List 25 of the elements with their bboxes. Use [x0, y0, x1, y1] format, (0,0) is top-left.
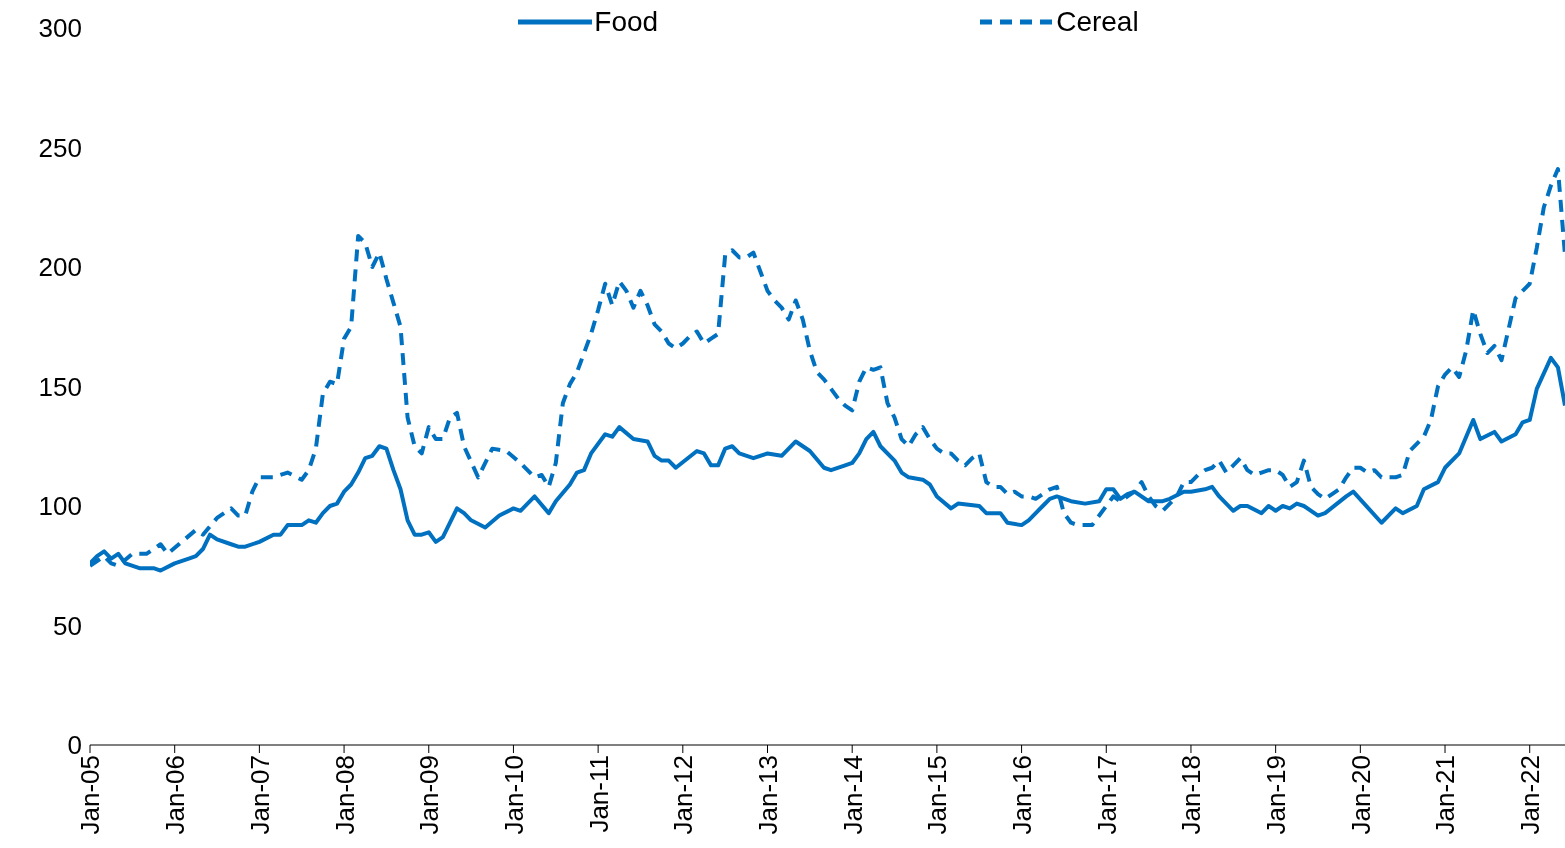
y-tick-label: 300 [38, 13, 82, 44]
y-tick-label: 100 [38, 491, 82, 522]
x-tick-label: Jan-22 [1515, 755, 1546, 835]
legend-label: Food [594, 6, 659, 38]
y-tick-label: 50 [53, 610, 82, 641]
x-tick-label: Jan-19 [1261, 755, 1292, 835]
x-tick-label: Jan-08 [329, 755, 360, 835]
x-tick-label: Jan-16 [1007, 755, 1038, 835]
x-tick-label: Jan-11 [583, 755, 614, 833]
x-tick-label: Jan-12 [668, 755, 699, 835]
x-tick-label: Jan-18 [1176, 755, 1207, 835]
x-tick-label: Jan-09 [414, 755, 445, 835]
x-tick-label: Jan-10 [498, 755, 529, 835]
x-tick-label: Jan-15 [922, 755, 953, 835]
y-tick-label: 200 [38, 252, 82, 283]
legend-label: Cereal [1056, 6, 1139, 38]
x-tick-label: Jan-21 [1430, 755, 1461, 835]
x-tick-label: Jan-14 [837, 755, 868, 835]
x-tick-label: Jan-13 [752, 755, 783, 835]
x-tick-label: Jan-06 [160, 755, 191, 835]
x-tick-label: Jan-17 [1091, 755, 1122, 835]
y-tick-label: 150 [38, 371, 82, 402]
x-tick-label: Jan-07 [244, 755, 275, 835]
y-tick-label: 250 [38, 132, 82, 163]
x-tick-label: Jan-20 [1345, 755, 1376, 835]
